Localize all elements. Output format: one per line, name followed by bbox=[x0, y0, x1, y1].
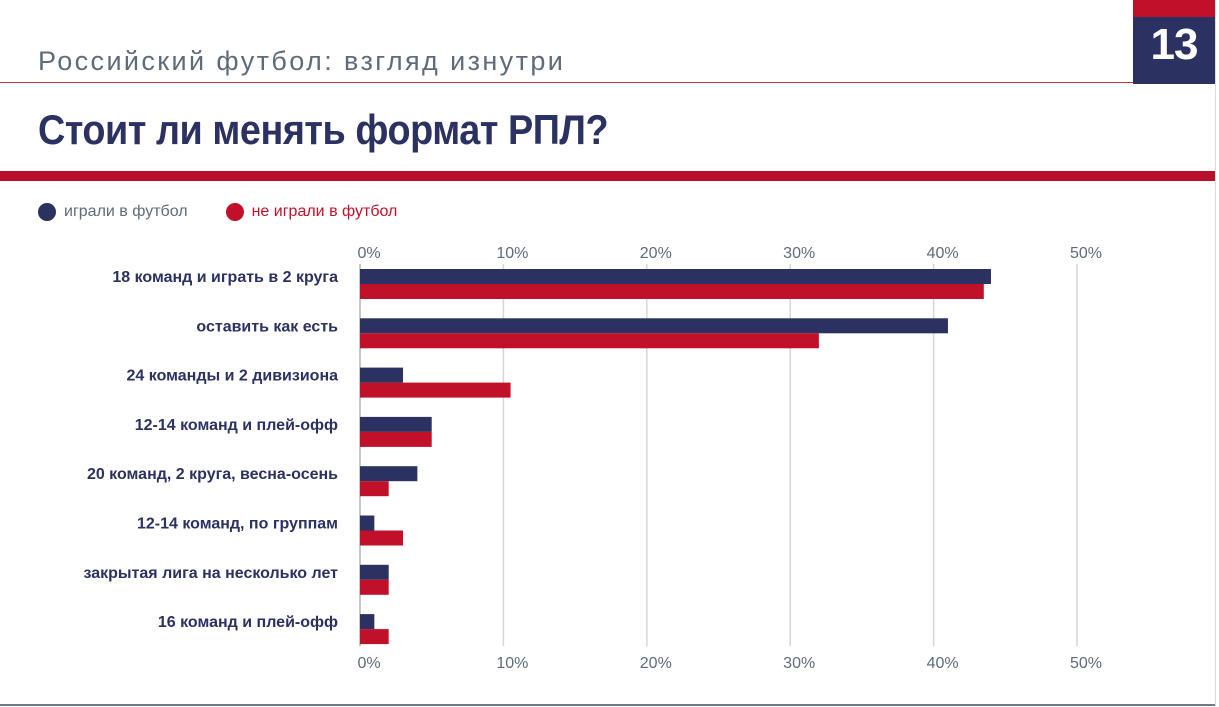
bar-played-2 bbox=[360, 367, 404, 383]
header-divider bbox=[0, 82, 1133, 83]
bar-played-7 bbox=[360, 614, 375, 630]
x-tick-label-top-50: 50% bbox=[1070, 245, 1102, 262]
x-tick-label-bottom-20: 20% bbox=[640, 655, 672, 672]
bar-not-played-2 bbox=[360, 382, 511, 398]
category-label: 12-14 команд и плей-офф bbox=[135, 417, 338, 434]
page-number-badge: 13 bbox=[1133, 0, 1215, 84]
bar-not-played-3 bbox=[360, 431, 432, 447]
bar-not-played-4 bbox=[360, 481, 389, 497]
bar-played-6 bbox=[360, 564, 389, 580]
deck-subtitle: Российский футбол: взгляд изнутри bbox=[38, 46, 566, 76]
legend-dot-played bbox=[38, 203, 56, 221]
category-label: закрытая лига на несколько лет bbox=[83, 565, 338, 582]
category-label: 12-14 команд, по группам bbox=[137, 516, 338, 533]
x-tick-label-top-0: 0% bbox=[357, 245, 380, 262]
x-tick-label-top-40: 40% bbox=[927, 245, 959, 262]
legend-label-played: играли в футбол bbox=[64, 203, 188, 220]
legend-item-not-played: не играли в футбол bbox=[225, 203, 398, 221]
legend-dot-not-played bbox=[225, 203, 244, 221]
x-tick-label-bottom-10: 10% bbox=[496, 655, 528, 672]
slide-edge bbox=[1215, 0, 1216, 707]
bar-not-played-6 bbox=[360, 579, 389, 595]
bar-played-0 bbox=[360, 269, 991, 284]
page-number: 13 bbox=[1150, 20, 1199, 69]
slide-title: Стоит ли менять формат РПЛ? bbox=[38, 106, 609, 153]
legend-item-played: играли в футбол bbox=[38, 203, 188, 221]
x-tick-label-bottom-50: 50% bbox=[1070, 655, 1102, 672]
category-label: 16 команд и плей-офф bbox=[158, 614, 338, 631]
bar-not-played-1 bbox=[360, 333, 819, 349]
x-tick-label-bottom-0: 0% bbox=[357, 655, 380, 672]
bar-not-played-0 bbox=[360, 284, 984, 299]
category-label: 24 команды и 2 дивизиона bbox=[127, 368, 339, 385]
title-divider bbox=[0, 171, 1215, 181]
category-label: 20 команд, 2 круга, весна-осень bbox=[87, 466, 338, 483]
footer-line bbox=[0, 704, 1215, 706]
bar-not-played-7 bbox=[360, 629, 389, 645]
bar-played-1 bbox=[360, 318, 948, 334]
x-tick-label-top-20: 20% bbox=[640, 245, 672, 262]
bar-played-5 bbox=[360, 515, 375, 531]
chart-legend: играли в футбол не играли в футбол bbox=[38, 200, 435, 224]
page-number-accent bbox=[1133, 0, 1215, 17]
x-tick-label-bottom-40: 40% bbox=[927, 655, 959, 672]
x-tick-label-bottom-30: 30% bbox=[783, 655, 815, 672]
x-tick-label-top-10: 10% bbox=[496, 245, 528, 262]
bar-played-4 bbox=[360, 466, 418, 482]
legend-label-not-played: не играли в футбол bbox=[251, 203, 398, 220]
category-label: оставить как есть bbox=[196, 318, 338, 335]
x-tick-label-top-30: 30% bbox=[783, 245, 815, 262]
category-label: 18 команд и играть в 2 круга bbox=[112, 269, 338, 286]
bar-played-3 bbox=[360, 416, 432, 432]
bar-not-played-5 bbox=[360, 530, 404, 546]
